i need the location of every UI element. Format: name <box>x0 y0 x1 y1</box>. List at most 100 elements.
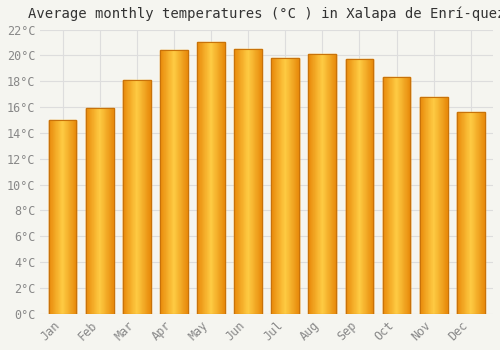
Bar <box>207 42 208 314</box>
Bar <box>465 112 466 314</box>
Bar <box>242 49 243 314</box>
Bar <box>68 120 70 314</box>
Bar <box>219 42 220 314</box>
Bar <box>51 120 52 314</box>
Bar <box>65 120 66 314</box>
Bar <box>427 97 428 314</box>
Bar <box>169 50 170 314</box>
Bar <box>50 120 51 314</box>
Bar <box>308 54 336 314</box>
Bar <box>467 112 468 314</box>
Bar <box>272 58 299 314</box>
Bar <box>56 120 57 314</box>
Bar <box>330 54 332 314</box>
Bar <box>435 97 436 314</box>
Bar <box>315 54 316 314</box>
Bar <box>163 50 164 314</box>
Bar <box>317 54 318 314</box>
Bar <box>92 108 93 314</box>
Bar <box>220 42 221 314</box>
Bar <box>426 97 427 314</box>
Bar <box>283 58 284 314</box>
Bar <box>177 50 178 314</box>
Bar <box>49 120 50 314</box>
Bar <box>144 80 145 314</box>
Bar <box>421 97 422 314</box>
Bar <box>59 120 60 314</box>
Bar <box>197 42 198 314</box>
Bar <box>166 50 167 314</box>
Bar <box>109 108 110 314</box>
Bar <box>133 80 134 314</box>
Bar <box>48 120 49 314</box>
Bar <box>320 54 321 314</box>
Bar <box>312 54 313 314</box>
Bar <box>407 77 408 314</box>
Bar <box>139 80 140 314</box>
Bar <box>172 50 173 314</box>
Bar <box>391 77 392 314</box>
Bar <box>257 49 258 314</box>
Bar <box>479 112 480 314</box>
Bar <box>466 112 467 314</box>
Bar <box>127 80 128 314</box>
Bar <box>348 59 349 314</box>
Bar <box>446 97 447 314</box>
Bar <box>130 80 131 314</box>
Bar <box>129 80 130 314</box>
Bar <box>432 97 433 314</box>
Bar <box>123 80 124 314</box>
Bar <box>140 80 141 314</box>
Bar <box>272 58 273 314</box>
Bar <box>164 50 165 314</box>
Bar <box>434 97 435 314</box>
Bar <box>386 77 387 314</box>
Bar <box>107 108 108 314</box>
Bar <box>186 50 188 314</box>
Bar <box>111 108 112 314</box>
Bar <box>197 42 225 314</box>
Bar <box>174 50 175 314</box>
Bar <box>203 42 204 314</box>
Bar <box>274 58 275 314</box>
Bar <box>437 97 438 314</box>
Bar <box>469 112 470 314</box>
Bar <box>478 112 479 314</box>
Bar <box>483 112 484 314</box>
Bar <box>293 58 294 314</box>
Bar <box>136 80 137 314</box>
Bar <box>371 59 372 314</box>
Bar <box>480 112 481 314</box>
Bar <box>181 50 182 314</box>
Bar <box>52 120 53 314</box>
Bar <box>103 108 104 314</box>
Bar <box>67 120 68 314</box>
Bar <box>211 42 212 314</box>
Bar <box>261 49 262 314</box>
Bar <box>239 49 240 314</box>
Bar <box>182 50 183 314</box>
Bar <box>405 77 406 314</box>
Bar <box>362 59 363 314</box>
Bar <box>477 112 478 314</box>
Bar <box>206 42 207 314</box>
Bar <box>463 112 464 314</box>
Bar <box>355 59 356 314</box>
Bar <box>93 108 94 314</box>
Bar <box>240 49 241 314</box>
Bar <box>131 80 132 314</box>
Bar <box>168 50 169 314</box>
Bar <box>202 42 203 314</box>
Bar <box>384 77 385 314</box>
Bar <box>370 59 371 314</box>
Bar <box>171 50 172 314</box>
Bar <box>204 42 205 314</box>
Bar <box>372 59 373 314</box>
Bar <box>470 112 471 314</box>
Bar <box>250 49 251 314</box>
Bar <box>382 77 410 314</box>
Bar <box>137 80 138 314</box>
Bar <box>160 50 161 314</box>
Bar <box>246 49 247 314</box>
Bar <box>457 112 458 314</box>
